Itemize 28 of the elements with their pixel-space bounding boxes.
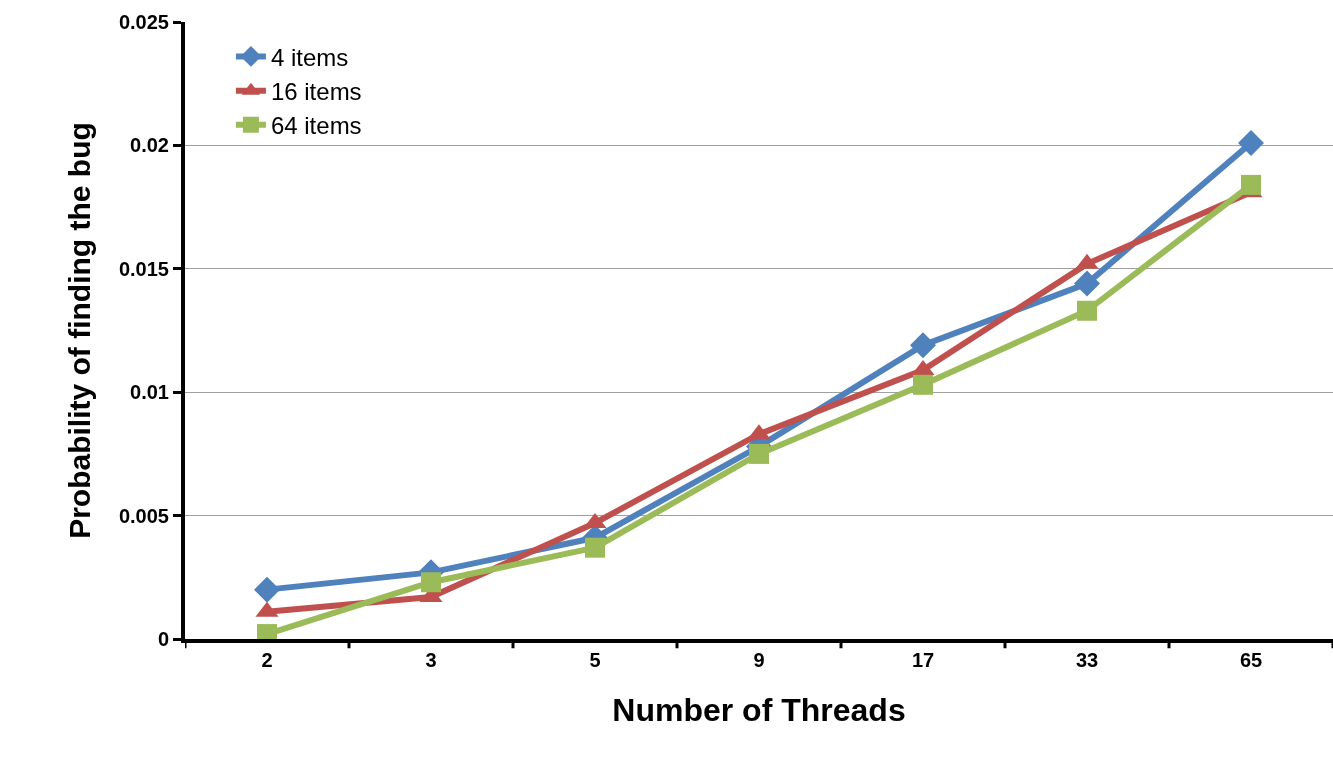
legend-label: 4 items <box>270 43 349 71</box>
x-tick-label: 17 <box>911 649 935 671</box>
point <box>585 537 605 558</box>
y-tick-label: 0.01 <box>130 381 169 404</box>
x-tick-label: 65 <box>1239 649 1263 671</box>
point <box>421 572 441 593</box>
y-tick-label: 0.005 <box>118 504 169 527</box>
x-tick-label: 3 <box>425 649 437 671</box>
point <box>749 443 769 464</box>
y-tick-label: 0.025 <box>118 11 169 33</box>
x-tick-label: 2 <box>261 649 273 671</box>
point <box>1241 174 1261 195</box>
point <box>910 332 936 359</box>
point <box>1238 129 1264 156</box>
legend-label: 16 items <box>270 78 362 105</box>
legend-label: 64 items <box>270 112 362 140</box>
y-axis-title: Probability of finding the bug <box>63 122 97 539</box>
point <box>913 374 933 395</box>
x-tick-label: 9 <box>753 649 765 671</box>
x-axis-title: Number of Threads <box>612 692 906 729</box>
point <box>1074 270 1100 297</box>
point <box>1077 300 1097 321</box>
x-tick-label: 5 <box>589 649 601 671</box>
y-tick-label: 0.02 <box>130 134 169 157</box>
y-tick-label: 0.015 <box>118 257 169 280</box>
x-tick-label: 33 <box>1075 649 1099 671</box>
point <box>254 576 280 603</box>
y-tick-label: 0 <box>157 628 169 650</box>
